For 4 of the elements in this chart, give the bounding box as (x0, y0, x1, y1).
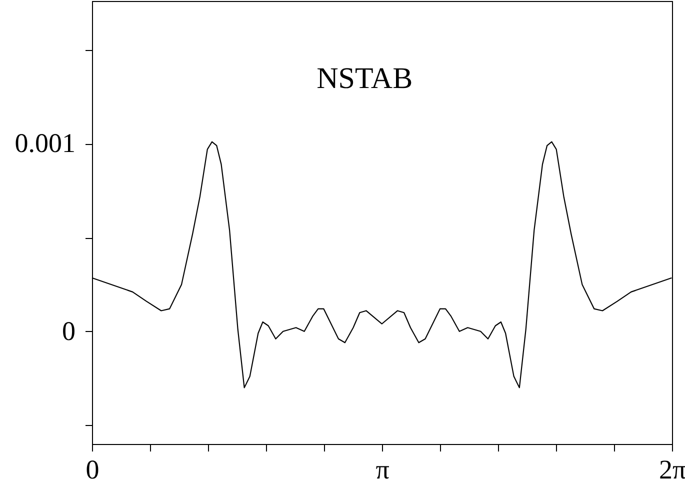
annotation: NSTAB (316, 62, 413, 95)
y-tick-label: 0.001 (14, 128, 76, 158)
x-tick-label: 0 (86, 454, 100, 484)
x-tick-label: π (376, 454, 390, 484)
